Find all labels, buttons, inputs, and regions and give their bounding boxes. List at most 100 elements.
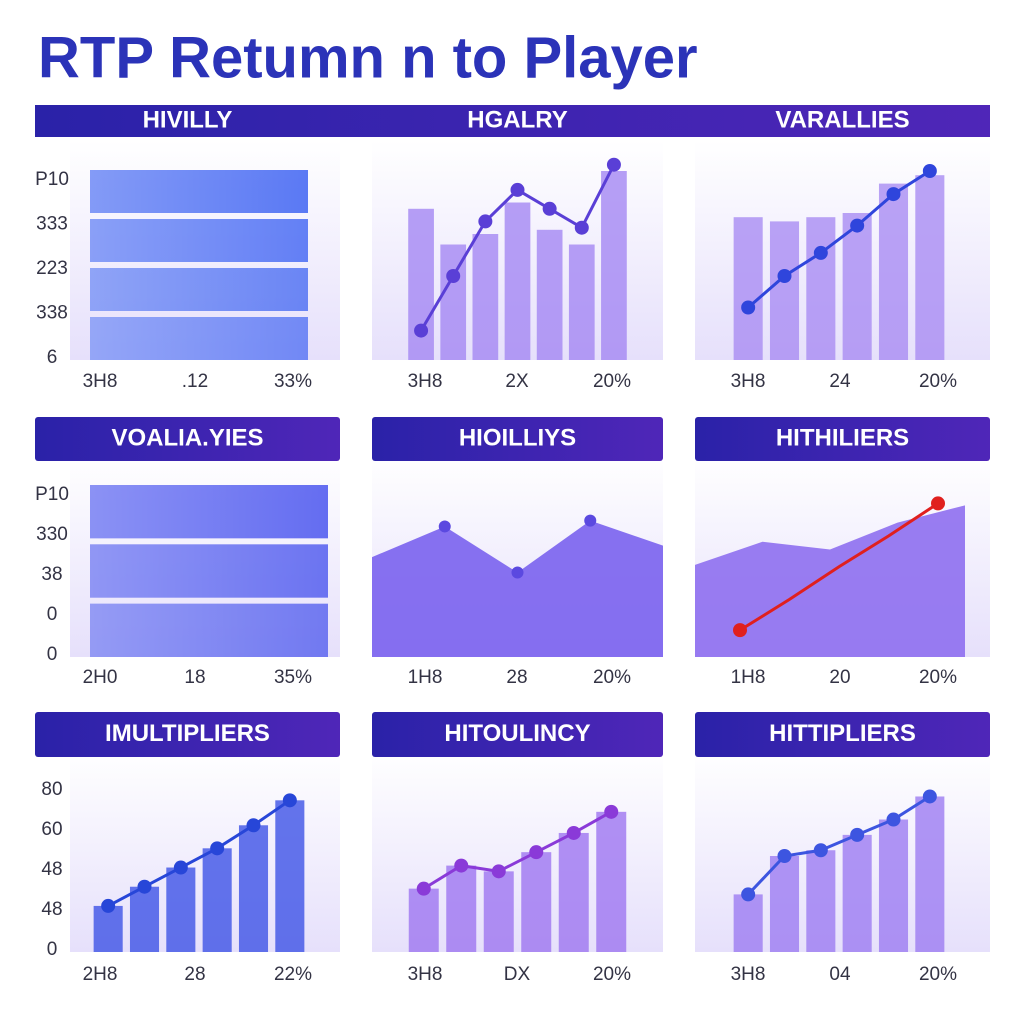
bar	[568, 244, 595, 360]
bar	[806, 217, 836, 360]
line-marker	[922, 789, 937, 804]
bar	[483, 871, 514, 952]
area-marker	[584, 514, 597, 527]
line-marker	[210, 841, 225, 856]
area-marker	[511, 566, 524, 579]
panel-header	[372, 417, 663, 461]
x-label: 20%	[919, 371, 957, 392]
panel-title: HITTIPLIERS	[769, 720, 916, 747]
x-label: 18	[184, 667, 205, 688]
x-label: 3H8	[731, 964, 766, 985]
panel-header	[35, 712, 340, 757]
x-label: 28	[184, 964, 205, 985]
x-label: 20%	[593, 667, 631, 688]
y-label: P10	[35, 484, 69, 505]
x-label: 3H8	[408, 371, 443, 392]
line-marker	[850, 827, 865, 842]
line-marker	[604, 804, 619, 819]
line-marker	[574, 220, 589, 235]
line-marker	[101, 898, 116, 913]
bar	[166, 867, 196, 952]
y-label: 80	[41, 779, 62, 800]
y-label: 38	[41, 564, 62, 585]
bar	[806, 850, 836, 952]
x-label: 33%	[274, 371, 312, 392]
line-marker	[606, 157, 621, 172]
x-label: 22%	[274, 964, 312, 985]
x-label: 1H8	[731, 667, 766, 688]
line-marker	[414, 323, 429, 338]
line-marker	[542, 201, 557, 216]
line-marker	[777, 269, 792, 283]
bar	[521, 852, 552, 952]
panel-title: IMULTIPLIERS	[105, 720, 270, 747]
line-marker	[813, 245, 828, 260]
bar	[733, 217, 763, 360]
line-marker	[529, 845, 544, 860]
panel-title: HIVILLY	[143, 106, 233, 133]
bar	[769, 221, 800, 360]
y-label: 6	[47, 347, 58, 368]
bar-shade	[90, 544, 328, 598]
y-label: 0	[47, 644, 58, 665]
x-label: 20	[829, 667, 850, 688]
bar	[472, 234, 499, 360]
bar-shade	[90, 317, 308, 360]
x-label: 3H8	[731, 371, 766, 392]
y-label: 60	[41, 819, 62, 840]
panel-header	[372, 712, 663, 757]
bar	[504, 202, 531, 360]
bar	[733, 894, 763, 952]
bar	[915, 796, 945, 952]
line	[422, 810, 612, 890]
line-marker	[446, 269, 461, 283]
x-label: 28	[506, 667, 527, 688]
x-label: 2H0	[83, 667, 118, 688]
y-label: 0	[47, 939, 58, 960]
bar	[915, 175, 945, 360]
bar	[769, 856, 800, 952]
bar	[238, 825, 269, 952]
line-marker	[733, 623, 747, 638]
x-label: 20%	[593, 964, 631, 985]
y-label: 0	[47, 604, 58, 625]
line-marker	[454, 858, 469, 873]
panel-title: VOALIA.YIES	[111, 424, 263, 451]
bar	[446, 865, 477, 952]
x-label: DX	[504, 964, 531, 985]
x-label: 20%	[919, 964, 957, 985]
bar	[408, 888, 439, 952]
line-marker	[886, 187, 901, 202]
panel-header	[695, 712, 990, 757]
y-label: P10	[35, 169, 69, 190]
x-label: 20%	[593, 371, 631, 392]
bar	[842, 213, 872, 360]
line-marker	[741, 300, 756, 315]
bar	[129, 886, 160, 952]
line-marker	[173, 860, 188, 875]
y-label: 330	[36, 524, 68, 545]
line-marker	[777, 849, 792, 863]
x-label: 3H8	[83, 371, 118, 392]
y-label: 223	[36, 258, 68, 279]
panel-title: HITOULINCY	[444, 720, 590, 747]
line-marker	[931, 496, 945, 511]
x-label: 2H8	[83, 964, 118, 985]
bar-shade	[90, 603, 328, 657]
bar-shade	[90, 485, 328, 539]
bar-shade	[90, 268, 308, 311]
area	[372, 520, 663, 657]
x-label: 24	[829, 371, 851, 392]
area	[695, 505, 965, 657]
bar	[842, 834, 872, 952]
area-marker	[438, 520, 451, 533]
line	[747, 169, 931, 309]
line-marker	[491, 864, 506, 879]
bar	[536, 229, 563, 360]
bar	[596, 811, 627, 952]
y-label: 48	[41, 899, 62, 920]
x-label: 04	[829, 964, 851, 985]
bar	[601, 171, 627, 360]
bar	[878, 819, 909, 952]
